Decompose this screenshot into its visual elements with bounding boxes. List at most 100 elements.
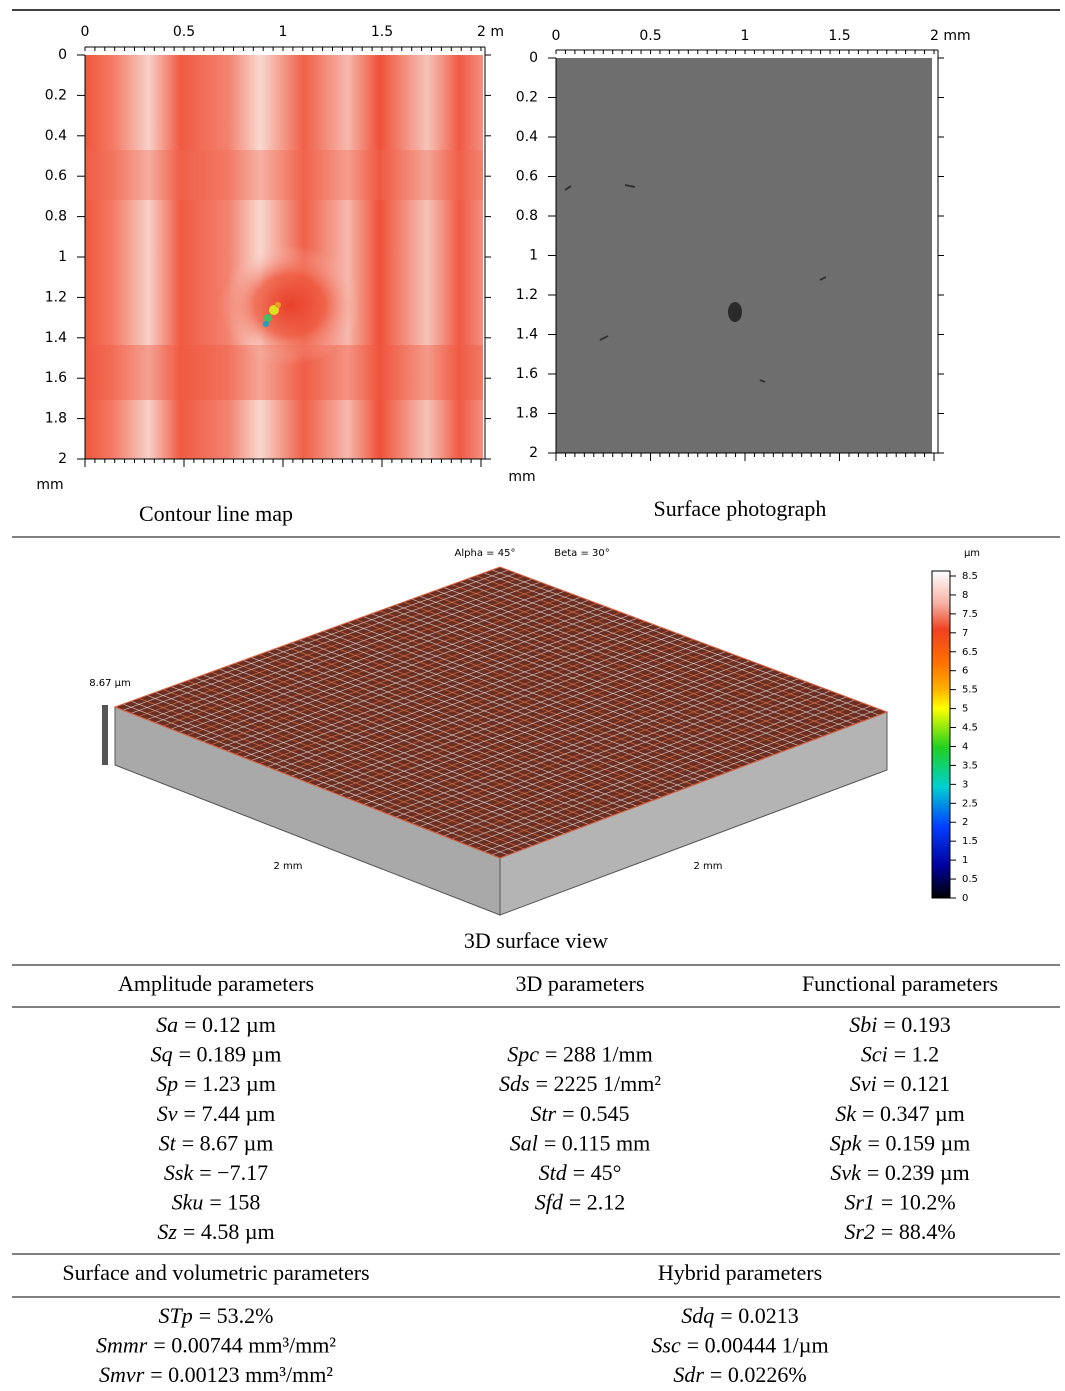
parameter-value: = 0.00123 mm³/mm² bbox=[150, 1362, 333, 1387]
colorbar-tick-label: 2.5 bbox=[962, 798, 978, 809]
parameter-symbol: Sci bbox=[861, 1042, 888, 1067]
parameter-symbol: Smvr bbox=[99, 1362, 145, 1387]
parameter: Sr2= 88.4% bbox=[844, 1219, 955, 1244]
colorbar-tick-label: 4.5 bbox=[962, 723, 978, 734]
parameter-symbol: Spc bbox=[507, 1042, 539, 1067]
angle-label: Alpha = 45° bbox=[455, 548, 516, 559]
parameter-value: = 0.00744 mm³/mm² bbox=[153, 1333, 336, 1358]
height-label: 8.67 µm bbox=[89, 678, 131, 689]
parameter: Sz= 4.58 µm bbox=[157, 1219, 274, 1244]
parameter-symbol: Sq bbox=[151, 1042, 173, 1067]
parameter-symbol: Smmr bbox=[96, 1333, 148, 1358]
parameter-value: = 0.193 bbox=[883, 1012, 950, 1037]
y-tick-label: 1.8 bbox=[45, 411, 67, 427]
y-tick-label: 0.4 bbox=[45, 128, 67, 144]
parameter-symbol: Sds bbox=[499, 1071, 530, 1096]
parameter-value: = 8.67 µm bbox=[182, 1130, 274, 1155]
parameter-value: = 1.2 bbox=[894, 1042, 939, 1067]
x-tick-label: 2 mm bbox=[930, 28, 971, 44]
colorbar-tick-label: 3.5 bbox=[962, 760, 978, 771]
parameter: Ssk= −7.17 bbox=[164, 1160, 268, 1185]
caption: Contour line map bbox=[139, 501, 293, 526]
colorbar-unit: µm bbox=[964, 548, 980, 559]
y-tick-label: 0.8 bbox=[516, 208, 538, 224]
block-3d bbox=[105, 567, 887, 915]
parameter: Spc= 288 1/mm bbox=[507, 1042, 653, 1067]
colorbar-tick-label: 5 bbox=[962, 704, 968, 715]
y-tick-label: 1.8 bbox=[516, 406, 538, 422]
column-header: Surface and volumetric parameters bbox=[62, 1260, 369, 1285]
parameter-value: = −7.17 bbox=[199, 1160, 268, 1185]
parameter: Spk= 0.159 µm bbox=[830, 1130, 970, 1155]
x-tick-label: 0.5 bbox=[639, 28, 661, 44]
parameter-symbol: Sk bbox=[835, 1101, 857, 1126]
colorbar-tick-label: 4 bbox=[962, 741, 968, 752]
y-tick-label: 1.2 bbox=[516, 287, 538, 303]
x-tick-label: 1 bbox=[741, 28, 750, 44]
caption: Surface photograph bbox=[654, 496, 827, 521]
axis-unit: mm bbox=[508, 469, 535, 485]
y-tick-label: 2 bbox=[529, 445, 538, 461]
parameter-symbol: Sku bbox=[172, 1190, 204, 1215]
parameter-symbol: Sv bbox=[157, 1101, 178, 1126]
parameter: Std= 45° bbox=[539, 1160, 622, 1185]
y-tick-label: 0.2 bbox=[516, 90, 538, 106]
y-tick-label: 0.6 bbox=[45, 168, 67, 184]
parameter: St= 8.67 µm bbox=[159, 1130, 274, 1155]
y-tick-label: 1 bbox=[529, 248, 538, 264]
parameter-value: = 0.159 µm bbox=[868, 1130, 971, 1155]
x-tick-label: 1.5 bbox=[371, 24, 393, 40]
x-tick-label: 1 bbox=[279, 24, 288, 40]
x-tick-label: 1.5 bbox=[828, 28, 850, 44]
parameter: Sal= 0.115 mm bbox=[510, 1130, 650, 1155]
parameter: Sfd= 2.12 bbox=[535, 1190, 626, 1215]
colorbar-tick-label: 0 bbox=[962, 893, 968, 904]
parameter-value: = 0.12 µm bbox=[184, 1012, 276, 1037]
contour-image bbox=[85, 55, 483, 459]
parameter: Sa= 0.12 µm bbox=[156, 1012, 276, 1037]
photo-image bbox=[556, 58, 932, 453]
parameter-value: = 2225 1/mm² bbox=[536, 1071, 662, 1096]
y-tick-label: 0 bbox=[529, 50, 538, 66]
parameter-symbol: Ssk bbox=[164, 1160, 195, 1185]
parameter-value: = 45° bbox=[573, 1160, 622, 1185]
angle-label: Beta = 30° bbox=[554, 548, 610, 559]
parameter-symbol: Sdq bbox=[681, 1303, 714, 1328]
colorbar-tick-label: 2 bbox=[962, 817, 968, 828]
colorbar-tick-label: 1.5 bbox=[962, 836, 978, 847]
parameter-value: = 10.2% bbox=[881, 1190, 956, 1215]
parameter-value: = 0.545 bbox=[562, 1101, 629, 1126]
parameter-symbol: STp bbox=[159, 1303, 193, 1328]
parameter-symbol: Str bbox=[530, 1101, 556, 1126]
parameter: Sr1= 10.2% bbox=[844, 1190, 955, 1215]
parameter-symbol: Sbi bbox=[849, 1012, 877, 1037]
parameter-symbol: Sp bbox=[156, 1071, 178, 1096]
y-tick-label: 0.6 bbox=[516, 169, 538, 185]
y-tick-label: 0 bbox=[58, 47, 67, 63]
caption: 3D surface view bbox=[464, 928, 608, 953]
y-tick-label: 0.4 bbox=[516, 129, 538, 145]
parameter: Sci= 1.2 bbox=[861, 1042, 939, 1067]
parameter-symbol: Sa bbox=[156, 1012, 178, 1037]
parameter: Sds= 2225 1/mm² bbox=[499, 1071, 661, 1096]
parameter-symbol: Sr2 bbox=[844, 1219, 875, 1244]
parameter-value: = 158 bbox=[209, 1190, 260, 1215]
x-tick-label: 2 m bbox=[477, 24, 504, 40]
parameter: Sku= 158 bbox=[172, 1190, 261, 1215]
parameter-symbol: Sr1 bbox=[844, 1190, 875, 1215]
parameter-symbol: St bbox=[159, 1130, 177, 1155]
parameter-symbol: Sz bbox=[157, 1219, 177, 1244]
axis-label: 2 mm bbox=[693, 861, 722, 872]
parameter: STp= 53.2% bbox=[159, 1303, 274, 1328]
parameter-value: = 0.189 µm bbox=[179, 1042, 282, 1067]
parameter: Sdq= 0.0213 bbox=[681, 1303, 798, 1328]
x-tick-label: 0 bbox=[81, 24, 90, 40]
colorbar-tick-label: 1 bbox=[962, 855, 968, 866]
parameter-symbol: Svi bbox=[850, 1071, 877, 1096]
colorbar-tick-label: 8 bbox=[962, 590, 968, 601]
parameter: Sq= 0.189 µm bbox=[151, 1042, 282, 1067]
parameter-value: = 7.44 µm bbox=[184, 1101, 276, 1126]
colorbar-tick-label: 7 bbox=[962, 628, 968, 639]
x-tick-label: 0 bbox=[552, 28, 561, 44]
parameter-symbol: Sal bbox=[510, 1130, 538, 1155]
